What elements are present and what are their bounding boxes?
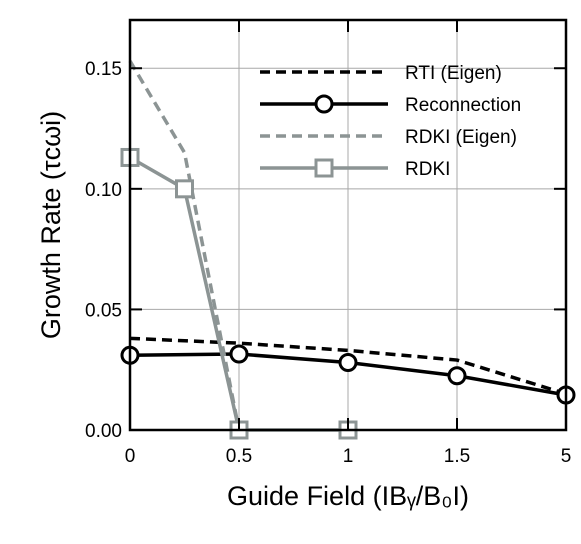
series-line xyxy=(128,60,241,431)
data-point-square xyxy=(175,179,194,199)
data-point-circle xyxy=(447,366,467,386)
series-rti-eigen xyxy=(129,336,567,396)
x-tick-label: 0.5 xyxy=(226,446,252,467)
legend-item: Reconnection xyxy=(260,94,521,116)
x-tick-labels: 0 0.5 1 1.5 5 xyxy=(125,446,572,467)
legend-item: RTI (Eigen) xyxy=(260,63,502,84)
data-point-circle xyxy=(338,352,358,372)
x-tick-label: 1 xyxy=(343,446,354,467)
y-axis-title: Growth Rate (τcωi) xyxy=(36,111,66,339)
legend-marker-circle xyxy=(314,94,334,114)
y-tick-label: 0.15 xyxy=(85,59,122,80)
y-tick-label: 0.00 xyxy=(85,421,122,442)
series-line xyxy=(129,336,567,396)
legend-marker-square xyxy=(314,158,334,178)
y-tick-labels: 0.00 0.05 0.10 0.15 xyxy=(85,59,122,442)
y-tick-label: 0.10 xyxy=(85,180,122,201)
x-tick-label: 5 xyxy=(561,446,572,467)
legend-label: RTI (Eigen) xyxy=(405,63,502,84)
legend-item: RDKI xyxy=(260,158,450,180)
legend-label: Reconnection xyxy=(405,95,521,116)
tick-marks xyxy=(129,20,567,431)
x-tick-label: 1.5 xyxy=(444,446,470,467)
series-rdki-eigen xyxy=(128,60,241,431)
x-tick-label: 0 xyxy=(125,446,136,467)
y-tick-label: 0.05 xyxy=(85,300,122,321)
data-point-circle xyxy=(229,344,249,364)
legend-label: RDKI (Eigen) xyxy=(405,127,517,148)
series-layer xyxy=(120,60,576,440)
legend-label: RDKI xyxy=(405,159,450,180)
legend: RTI (Eigen) Reconnection RDKI (Eigen) RDKI xyxy=(260,63,521,180)
legend-item: RDKI (Eigen) xyxy=(260,127,517,148)
x-axis-title: Guide Field (IBᵧ/B₀I) xyxy=(227,481,469,511)
